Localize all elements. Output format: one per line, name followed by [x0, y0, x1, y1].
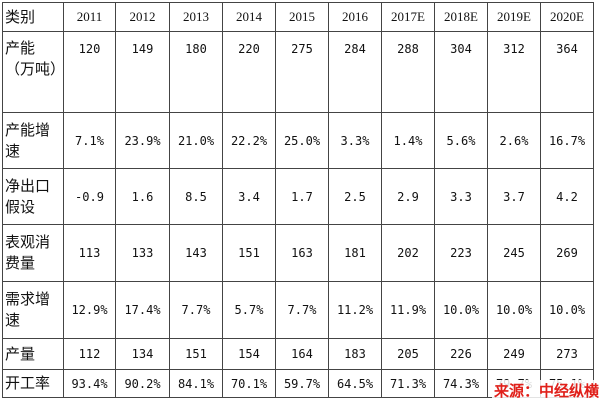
table-row: 产能增速 7.1% 23.9% 21.0% 22.2% 25.0% 3.3% 1… [2, 112, 594, 169]
table-cell: 151 [169, 338, 223, 370]
table-cell: 90.2% [115, 369, 170, 398]
header-year: 2018E [434, 2, 488, 32]
table-row: 表观消费量 113 133 143 151 163 181 202 223 24… [2, 224, 594, 282]
table-row: 产量 112 134 151 154 164 183 205 226 249 2… [2, 338, 594, 370]
data-table-container: 类别 2011 2012 2013 2014 2015 2016 2017E 2… [2, 2, 594, 398]
table-cell: 220 [222, 31, 276, 113]
table-cell: 59.7% [275, 369, 329, 398]
table-cell: 8.5 [169, 168, 223, 225]
table-cell: 3.3% [328, 112, 382, 169]
table-cell: 93.4% [63, 369, 116, 398]
table-cell: 284 [328, 31, 382, 113]
table-cell: 151 [222, 224, 276, 282]
table-cell: 120 [63, 31, 116, 113]
table-cell: 113 [63, 224, 116, 282]
capacity-table: 类别 2011 2012 2013 2014 2015 2016 2017E 2… [2, 2, 594, 398]
table-cell: 17.4% [115, 281, 170, 339]
table-cell: 181 [328, 224, 382, 282]
table-cell: 2.9 [381, 168, 435, 225]
table-cell: 22.2% [222, 112, 276, 169]
table-cell: 1.6 [115, 168, 170, 225]
table-cell: 223 [434, 224, 488, 282]
header-year: 2013 [169, 2, 223, 32]
table-cell: 70.1% [222, 369, 276, 398]
table-cell: 2.5 [328, 168, 382, 225]
table-row: 产能（万吨） 120 149 180 220 275 284 288 304 3… [2, 31, 594, 113]
table-cell: 245 [487, 224, 541, 282]
table-cell: 10.0% [540, 281, 594, 339]
table-cell: 183 [328, 338, 382, 370]
table-cell: 312 [487, 31, 541, 113]
row-label: 净出口假设 [2, 168, 64, 225]
table-cell: 7.1% [63, 112, 116, 169]
table-cell: 10.0% [487, 281, 541, 339]
header-year: 2020E [540, 2, 594, 32]
header-year: 2015 [275, 2, 329, 32]
table-cell: 7.7% [275, 281, 329, 339]
table-cell: 84.1% [169, 369, 223, 398]
table-cell: 74.3% [434, 369, 488, 398]
table-cell: 71.3% [381, 369, 435, 398]
table-cell: 1.7 [275, 168, 329, 225]
table-cell: 288 [381, 31, 435, 113]
table-cell: 275 [275, 31, 329, 113]
table-cell: 226 [434, 338, 488, 370]
header-category: 类别 [2, 2, 64, 32]
row-label: 产能（万吨） [2, 31, 64, 113]
table-cell: 143 [169, 224, 223, 282]
row-label: 产能增速 [2, 112, 64, 169]
table-cell: 1.4% [381, 112, 435, 169]
header-year: 2019E [487, 2, 541, 32]
row-label: 需求增速 [2, 281, 64, 339]
table-row: 需求增速 12.9% 17.4% 7.7% 5.7% 7.7% 11.2% 11… [2, 281, 594, 339]
table-cell: 7.7% [169, 281, 223, 339]
table-cell: 2.6% [487, 112, 541, 169]
table-cell: 4.2 [540, 168, 594, 225]
header-year: 2012 [115, 2, 170, 32]
source-watermark: 来源：中经纵横 [491, 380, 601, 401]
table-cell: 180 [169, 31, 223, 113]
table-cell: 3.3 [434, 168, 488, 225]
table-cell: 21.0% [169, 112, 223, 169]
header-year: 2017E [381, 2, 435, 32]
row-label: 产量 [2, 338, 64, 370]
table-cell: -0.9 [63, 168, 116, 225]
table-cell: 205 [381, 338, 435, 370]
table-cell: 5.6% [434, 112, 488, 169]
table-cell: 149 [115, 31, 170, 113]
table-cell: 249 [487, 338, 541, 370]
row-label: 开工率 [2, 369, 64, 398]
table-cell: 11.9% [381, 281, 435, 339]
table-cell: 10.0% [434, 281, 488, 339]
table-cell: 133 [115, 224, 170, 282]
table-cell: 16.7% [540, 112, 594, 169]
table-cell: 164 [275, 338, 329, 370]
table-cell: 154 [222, 338, 276, 370]
table-cell: 269 [540, 224, 594, 282]
row-label: 表观消费量 [2, 224, 64, 282]
table-cell: 163 [275, 224, 329, 282]
table-row: 开工率 93.4% 90.2% 84.1% 70.1% 59.7% 64.5% … [2, 369, 594, 398]
table-cell: 273 [540, 338, 594, 370]
header-row: 类别 2011 2012 2013 2014 2015 2016 2017E 2… [2, 2, 594, 32]
table-cell: 112 [63, 338, 116, 370]
table-cell: 364 [540, 31, 594, 113]
table-cell: 3.7 [487, 168, 541, 225]
header-year: 2016 [328, 2, 382, 32]
table-row: 净出口假设 -0.9 1.6 8.5 3.4 1.7 2.5 2.9 3.3 3… [2, 168, 594, 225]
table-cell: 64.5% [328, 369, 382, 398]
table-cell: 3.4 [222, 168, 276, 225]
table-cell: 25.0% [275, 112, 329, 169]
table-cell: 202 [381, 224, 435, 282]
table-cell: 11.2% [328, 281, 382, 339]
table-cell: 12.9% [63, 281, 116, 339]
header-year: 2011 [63, 2, 116, 32]
header-year: 2014 [222, 2, 276, 32]
table-cell: 23.9% [115, 112, 170, 169]
table-cell: 134 [115, 338, 170, 370]
table-cell: 304 [434, 31, 488, 113]
table-cell: 5.7% [222, 281, 276, 339]
